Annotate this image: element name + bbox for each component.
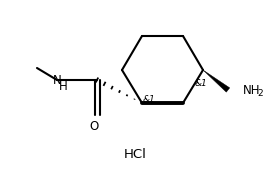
Text: N: N [53, 74, 61, 86]
Text: NH: NH [243, 84, 261, 97]
Text: O: O [89, 120, 99, 133]
Text: H: H [59, 80, 68, 93]
Text: HCl: HCl [124, 148, 146, 162]
Polygon shape [203, 70, 230, 92]
Text: &1: &1 [195, 79, 208, 88]
Text: &1: &1 [143, 95, 156, 104]
Text: 2: 2 [257, 89, 263, 98]
